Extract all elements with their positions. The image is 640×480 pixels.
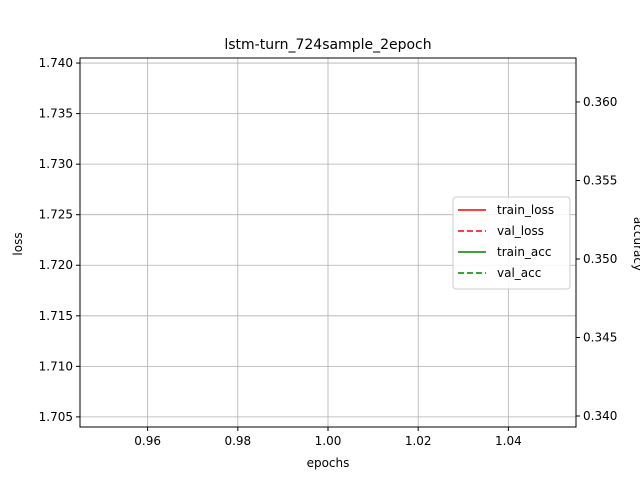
y2-axis-label: accuracy	[631, 217, 640, 271]
y-tick-label: 1.740	[39, 56, 73, 70]
x-axis: 0.96 0.98 1.00 1.02 1.04	[134, 427, 522, 448]
legend: train_loss val_loss train_acc val_acc	[452, 196, 571, 290]
legend-label: val_acc	[497, 266, 541, 280]
y-tick-label: 1.710	[39, 359, 73, 373]
legend-label: train_loss	[497, 203, 554, 217]
x-tick-label: 0.96	[134, 434, 161, 448]
legend-label: val_loss	[497, 224, 544, 238]
y-axis-label: loss	[11, 232, 25, 255]
x-tick-label: 0.98	[224, 434, 251, 448]
legend-label: train_acc	[497, 245, 551, 259]
y2-tick-label: 0.350	[583, 252, 617, 266]
y-axis-left: 1.705 1.710 1.715 1.720 1.725 1.730 1.735 1.740	[39, 56, 80, 424]
y-tick-label: 1.725	[39, 208, 73, 222]
legend-box	[452, 196, 571, 290]
y2-tick-label: 0.340	[583, 409, 617, 423]
y2-tick-label: 0.345	[583, 330, 617, 344]
x-axis-label: epochs	[307, 456, 350, 470]
y-tick-label: 1.705	[39, 410, 73, 424]
y2-tick-label: 0.355	[583, 173, 617, 187]
chart-title: lstm-turn_724sample_2epoch	[224, 37, 431, 53]
x-tick-label: 1.04	[495, 434, 522, 448]
y-tick-label: 1.735	[39, 107, 73, 121]
y2-tick-label: 0.360	[583, 95, 617, 109]
x-tick-label: 1.02	[405, 434, 432, 448]
y-tick-label: 1.720	[39, 258, 73, 272]
x-tick-label: 1.00	[315, 434, 342, 448]
y-tick-label: 1.730	[39, 157, 73, 171]
y-tick-label: 1.715	[39, 309, 73, 323]
y-axis-right: 0.340 0.345 0.350 0.355 0.360	[576, 95, 617, 423]
